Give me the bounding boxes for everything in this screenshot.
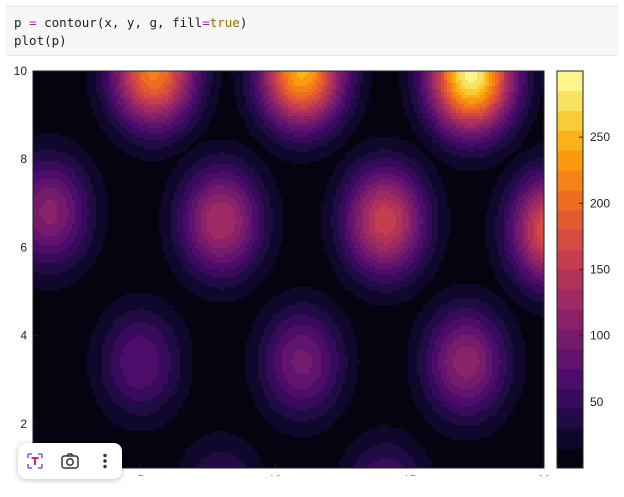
code-assign-op: = [29,15,37,30]
colorbar-tick-label: 250 [590,130,610,144]
colorbar-band [557,329,583,350]
colorbar-band [557,309,583,330]
colorbar-band [557,388,583,409]
y-tick-label: 10 [14,64,28,78]
colorbar-tick-label: 100 [590,329,610,343]
more-vertical-icon [102,453,107,469]
plot-axes: 5 10 15 20 2 4 6 8 10 [14,64,551,476]
colorbar-band [557,348,583,370]
image-toolbar [18,443,122,479]
colorbar-band [557,249,583,270]
contour-plot-area [33,71,545,469]
y-tick-label: 8 [20,152,27,166]
colorbar-band [557,229,583,250]
colorbar: 50 100 150 200 250 [556,70,610,469]
y-tick-label: 2 [20,417,27,431]
x-tick-label: 20 [537,473,551,476]
colorbar-band [557,150,583,171]
colorbar-band [557,209,583,231]
code-line-1: p = contour(x, y, g, fill=true) [14,15,247,30]
colorbar-band [557,170,583,191]
contour-plot: 50 100 150 200 250 5 10 15 20 2 4 6 8 10 [14,64,611,476]
colorbar-band [557,71,583,92]
colorbar-band [557,190,583,211]
more-options-button[interactable] [91,447,119,475]
code-close: ) [240,15,248,30]
screenshot-button[interactable] [56,447,84,475]
colorbar-band [557,130,583,151]
code-var: p [14,15,22,30]
colorbar-band [557,408,583,429]
x-tick-label: 5 [137,473,144,476]
colorbar-band [557,289,583,310]
text-select-icon [27,453,44,469]
colorbar-tick-label: 50 [590,395,604,409]
camera-icon [61,453,79,469]
x-tick-label: 10 [268,473,282,476]
code-bool: true [210,15,240,30]
colorbar-tick-label: 150 [590,263,610,277]
colorbar-band [557,448,583,469]
code-cell[interactable]: p = contour(x, y, g, fill=true) plot(p) [6,6,618,56]
colorbar-band [557,368,583,389]
colorbar-band [557,90,583,111]
colorbar-band [557,428,583,449]
text-select-button[interactable] [21,447,49,475]
plot-frame [32,70,545,469]
y-tick-label: 6 [20,240,27,254]
y-tick-label: 4 [20,329,27,343]
code-function: contour [44,15,97,30]
x-tick-label: 15 [403,473,417,476]
colorbar-band [557,269,583,290]
colorbar-tick-label: 200 [590,196,610,210]
code-args: (x, y, g, [97,15,172,30]
code-keyword-arg: fill [172,15,202,30]
colorbar-band [557,110,583,131]
code-kw-eq: = [202,15,210,30]
code-line-2: plot(p) [14,33,67,48]
